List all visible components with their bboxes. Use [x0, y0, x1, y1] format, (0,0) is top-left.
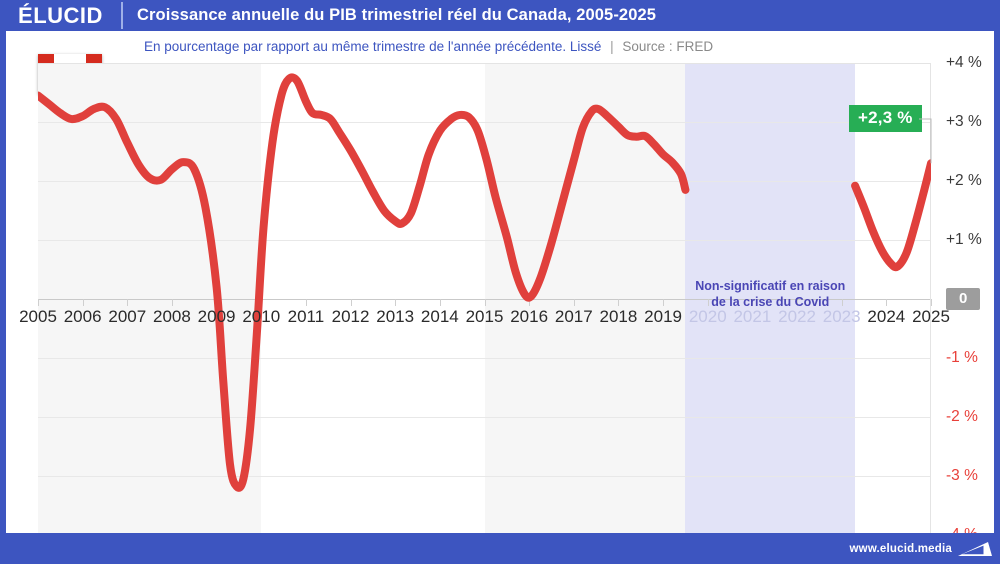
- gridline-2: [38, 181, 931, 182]
- y-axis-label-+1: +1 %: [946, 231, 982, 248]
- x-axis-label-2024: 2024: [867, 307, 906, 326]
- x-axis-label-2019: 2019: [644, 307, 682, 326]
- x-axis-label-2008: 2008: [153, 307, 191, 326]
- x-tick-2023: [841, 299, 843, 306]
- x-tick-2018: [618, 299, 620, 306]
- elucid-logo: ÉLUCID: [18, 2, 103, 28]
- x-tick-2025: [931, 299, 932, 306]
- x-axis-label-2010: 2010: [242, 307, 281, 326]
- x-axis-label-2012: 2012: [331, 307, 370, 326]
- gridline--3: [38, 476, 931, 477]
- x-axis-label-2015: 2015: [465, 307, 504, 326]
- series-0-segment-0: [38, 73, 690, 492]
- gridline--2: [38, 417, 931, 418]
- x-tick-2022: [797, 299, 799, 306]
- subtitle-separator: |: [610, 39, 614, 54]
- covid-annotation: Non-significatif en raison de la crise d…: [695, 279, 846, 310]
- y-axis-label--3: -3 %: [946, 467, 978, 484]
- x-axis-label-2011: 2011: [287, 307, 325, 326]
- subtitle-text: En pourcentage par rapport au même trime…: [144, 39, 602, 54]
- x-axis-label-2007: 2007: [108, 307, 147, 326]
- x-tick-2014: [439, 299, 441, 306]
- page-title: Croissance annuelle du PIB trimestriel r…: [137, 6, 657, 24]
- page-footer: www.elucid.media: [0, 533, 1000, 564]
- y-axis-label--2: -2 %: [946, 408, 978, 425]
- x-tick-2020: [707, 299, 709, 306]
- x-tick-2008: [171, 299, 173, 306]
- x-axis-label-2020: 2020: [688, 307, 727, 326]
- gridline-3: [38, 122, 931, 123]
- x-axis-label-2025: 2025: [912, 307, 950, 326]
- y-axis-label--1: -1 %: [946, 349, 978, 366]
- x-axis-label-2023: 2023: [822, 307, 861, 326]
- x-tick-2007: [127, 299, 129, 306]
- y-axis-label-+3: +3 %: [946, 113, 982, 130]
- footer-url[interactable]: www.elucid.media: [849, 542, 952, 555]
- x-axis-label-2021: 2021: [733, 307, 772, 326]
- page-header: ÉLUCID Croissance annuelle du PIB trimes…: [0, 0, 1000, 31]
- header-divider: [121, 2, 123, 29]
- x-axis-label-2013: 2013: [376, 307, 415, 326]
- x-tick-2006: [82, 299, 84, 306]
- x-tick-2016: [529, 299, 531, 306]
- x-axis-label-2006: 2006: [63, 307, 102, 326]
- x-axis-label-2018: 2018: [599, 307, 638, 326]
- last-value-badge: +2,3 %: [849, 105, 922, 133]
- gridline-1: [38, 240, 931, 241]
- x-tick-2011: [305, 299, 307, 306]
- y-axis-label-+2: +2 %: [946, 172, 982, 189]
- x-tick-2012: [350, 299, 352, 306]
- x-axis-label-2017: 2017: [554, 307, 593, 326]
- x-axis-label-2009: 2009: [197, 307, 236, 326]
- x-tick-2017: [573, 299, 575, 306]
- x-tick-2005: [38, 299, 39, 306]
- x-tick-2021: [752, 299, 754, 306]
- plot-area: [38, 63, 932, 536]
- chart-canvas: En pourcentage par rapport au même trime…: [6, 31, 994, 543]
- x-tick-2024: [886, 299, 888, 306]
- x-tick-2019: [663, 299, 665, 306]
- x-axis-label-2005: 2005: [19, 307, 57, 326]
- gridline--1: [38, 358, 931, 359]
- series-0-segment-1: [851, 159, 931, 272]
- chart-subtitle: En pourcentage par rapport au même trime…: [144, 39, 713, 54]
- x-tick-2015: [484, 299, 486, 306]
- y-axis-label-+4: +4 %: [946, 54, 982, 71]
- source-label: Source : FRED: [622, 39, 714, 54]
- x-axis-label-2016: 2016: [510, 307, 549, 326]
- x-tick-2013: [395, 299, 397, 306]
- y-axis-label-0: 0: [946, 288, 981, 310]
- x-axis-label-2014: 2014: [420, 307, 459, 326]
- gdp-growth-line-series: [38, 73, 931, 492]
- x-axis-label-2022: 2022: [778, 307, 816, 326]
- elucid-arrow-icon: [958, 541, 992, 556]
